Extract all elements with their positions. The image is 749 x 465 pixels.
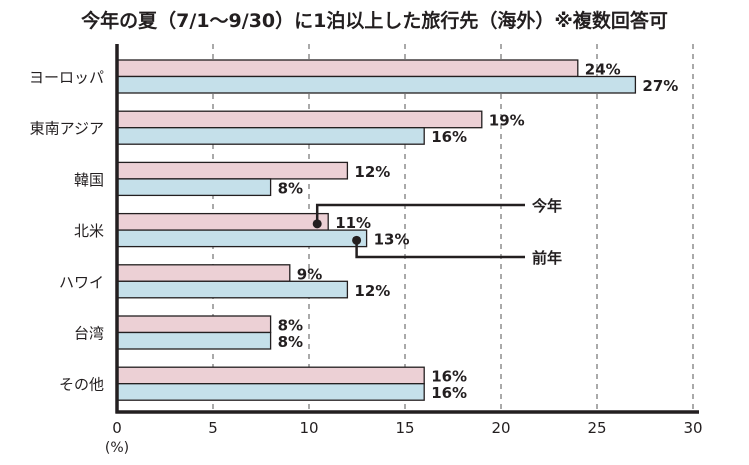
value-label: 13% bbox=[374, 231, 410, 249]
value-label: 8% bbox=[278, 179, 303, 197]
value-label: 16% bbox=[431, 384, 467, 402]
x-tick-label: 30 bbox=[683, 419, 702, 437]
value-label: 16% bbox=[431, 128, 467, 146]
bar-last-year bbox=[116, 127, 425, 145]
category-label: その他 bbox=[59, 376, 104, 394]
value-label: 8% bbox=[278, 333, 303, 351]
value-label: 11% bbox=[335, 214, 371, 232]
bar-last-year bbox=[116, 383, 425, 401]
category-label: ハワイ bbox=[59, 273, 104, 291]
bar-last-year bbox=[116, 331, 272, 350]
legend-label-this-year: 今年 bbox=[531, 197, 562, 215]
chart-title: 今年の夏（7/1〜9/30）に1泊以上した旅行先（海外）※複数回答可 bbox=[81, 10, 668, 32]
x-tick-label: 10 bbox=[299, 419, 318, 437]
bar-this-year bbox=[116, 264, 291, 282]
bar-this-year bbox=[116, 110, 483, 129]
bar-last-year bbox=[116, 75, 637, 94]
value-labels: 24%27%19%16%12%8%11%13%9%12%8%8%16%16% bbox=[278, 61, 679, 403]
value-label: 19% bbox=[489, 112, 525, 130]
category-label: ヨーロッパ bbox=[29, 69, 104, 87]
value-label: 8% bbox=[278, 317, 303, 335]
tick-labels: 0 5 10 15 20 25 30 (%) bbox=[105, 419, 703, 456]
x-axis-unit: (%) bbox=[105, 440, 129, 456]
bar-this-year bbox=[116, 212, 329, 231]
bar-this-year bbox=[116, 315, 272, 334]
bar-last-year bbox=[116, 229, 368, 248]
callout-dot-last-year bbox=[352, 235, 362, 245]
value-label: 16% bbox=[431, 368, 467, 386]
x-tick-label: 15 bbox=[395, 419, 414, 437]
bar-this-year bbox=[116, 59, 579, 78]
bar-last-year bbox=[116, 178, 272, 197]
x-tick-label: 5 bbox=[208, 419, 218, 437]
callout-line-this-year bbox=[315, 203, 525, 224]
category-label: 北米 bbox=[74, 222, 104, 240]
value-label: 24% bbox=[585, 61, 621, 79]
value-label: 12% bbox=[354, 282, 390, 300]
value-label: 9% bbox=[297, 265, 322, 283]
bars bbox=[116, 59, 637, 401]
category-label: 台湾 bbox=[74, 325, 104, 343]
callout-dot-this-year bbox=[312, 219, 322, 229]
value-label: 27% bbox=[642, 77, 678, 95]
x-tick-label: 20 bbox=[491, 419, 510, 437]
bar-this-year bbox=[116, 161, 349, 180]
x-tick-label: 0 bbox=[112, 419, 122, 437]
axes bbox=[115, 44, 699, 414]
value-label: 12% bbox=[354, 163, 390, 181]
legend-label-last-year: 前年 bbox=[532, 249, 562, 267]
category-label: 東南アジア bbox=[30, 120, 104, 138]
category-label: 韓国 bbox=[74, 171, 104, 189]
bar-this-year bbox=[116, 366, 425, 385]
callout-line-last-year bbox=[355, 240, 525, 259]
bar-last-year bbox=[116, 280, 349, 299]
x-tick-label: 25 bbox=[587, 419, 606, 437]
